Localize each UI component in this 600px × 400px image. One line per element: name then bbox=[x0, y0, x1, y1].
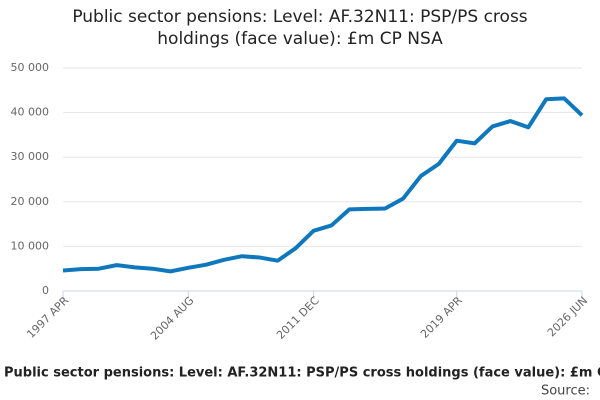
x-tick-label: 2011 DEC bbox=[274, 294, 322, 342]
y-tick-label: 10 000 bbox=[11, 239, 50, 252]
x-tick-label: 2019 APR bbox=[418, 294, 465, 341]
y-tick-label: 20 000 bbox=[11, 195, 50, 208]
chart-title: Public sector pensions: Level: AF.32N11:… bbox=[72, 7, 528, 49]
x-tick-label: 2026 JUN bbox=[545, 294, 590, 339]
data-line bbox=[62, 96, 584, 274]
y-tick-label: 0 bbox=[42, 284, 49, 297]
y-tick-label: 30 000 bbox=[11, 150, 50, 163]
footer-title: Public sector pensions: Level: AF.32N11:… bbox=[4, 366, 600, 381]
source: Source: bbox=[541, 384, 590, 399]
y-tick-label: 40 000 bbox=[11, 106, 50, 119]
x-tick-label: 2004 AUG bbox=[148, 294, 197, 343]
x-tick-label: 1997 APR bbox=[24, 294, 71, 341]
y-tick-label: 50 000 bbox=[11, 61, 50, 74]
